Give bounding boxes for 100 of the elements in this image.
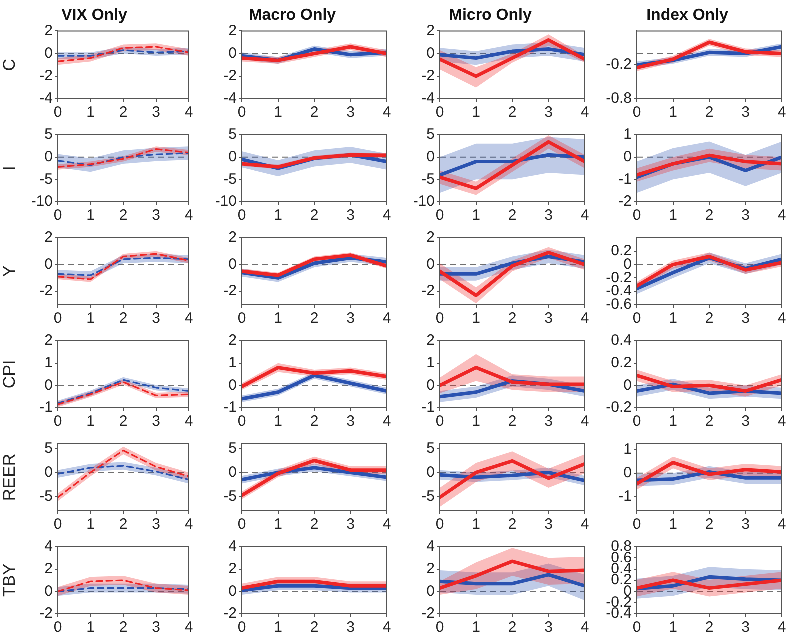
y-tick-label: 0 [44,376,53,394]
x-tick-label: 4 [184,516,194,534]
y-tick-label: 0 [426,376,434,394]
x-tick-label: 4 [382,619,391,636]
x-tick-label: 1 [669,619,678,636]
x-tick-label: 4 [184,207,194,224]
y-tick-label: 0 [426,44,434,62]
y-tick-label: 2 [44,22,53,40]
y-tick-label: -1 [618,488,632,506]
y-tick-label: 5 [44,126,53,144]
x-tick-label: 3 [544,413,552,430]
y-axis-title: TBY [0,564,19,598]
y-tick-label: -0.2 [606,56,632,74]
x-tick-label: 2 [310,207,318,224]
x-tick-label: 1 [274,413,282,430]
x-tick-label: 2 [508,104,516,122]
x-tick-label: 3 [346,516,355,534]
y-tick-label: 5 [44,440,53,457]
x-tick-label: 1 [86,310,95,328]
y-tick-label: 0 [44,582,53,600]
x-tick-label: 3 [346,413,355,430]
x-tick-label: 2 [119,310,128,328]
y-tick-label: 2 [44,560,53,578]
y-tick-label: 1 [624,126,632,144]
x-tick-label: 3 [742,516,750,534]
chart-title: Macro Only [248,7,336,24]
y-tick-label: 0 [624,148,632,166]
y-tick-label: 2 [228,560,237,578]
x-tick-label: 4 [580,619,589,636]
y-axis-title: C [0,58,19,72]
y-tick-label: 0 [228,376,237,394]
x-tick-label: 2 [706,104,714,122]
x-tick-label: 2 [508,207,516,224]
x-tick-label: 4 [580,413,589,430]
x-tick-label: 4 [580,516,589,534]
x-tick-label: 4 [778,207,786,224]
x-tick-label: 1 [669,310,678,328]
x-tick-label: 4 [778,413,786,430]
y-tick-label: -4 [40,90,53,108]
y-tick-label: -5 [421,488,434,505]
y-tick-label: -5 [40,170,53,188]
x-tick-label: 4 [580,310,589,328]
y-tick-label: -2 [421,282,434,300]
y-tick-label: 2 [426,560,434,578]
x-tick-label: 3 [346,207,355,224]
y-tick-label: -4 [421,90,434,108]
x-tick-label: 1 [274,104,282,122]
y-tick-label: 0 [624,464,632,482]
y-tick-label: -2 [40,282,53,300]
y-tick-label: -2 [40,605,53,622]
x-tick-label: 1 [274,619,282,636]
x-tick-label: 4 [382,207,391,224]
y-tick-label: -2 [223,68,237,85]
y-axis-title: CPI [0,360,19,389]
y-tick-label: -10 [215,193,237,210]
y-tick-label: 1 [228,354,237,372]
y-tick-label: 1 [624,441,632,458]
y-tick-label: 5 [228,126,237,144]
y-tick-label: 1 [426,354,434,372]
x-tick-label: 1 [86,413,95,430]
y-tick-label: 0 [426,582,434,600]
x-tick-label: 3 [544,310,552,328]
y-tick-label: 2 [426,229,434,246]
y-tick-label: 0 [44,256,53,273]
x-tick-label: 4 [382,310,391,328]
y-tick-label: -2 [618,193,632,210]
x-tick-label: 3 [742,619,750,636]
x-tick-label: 2 [119,516,128,534]
y-axis-title: I [0,166,19,171]
x-tick-label: 1 [669,413,678,430]
y-tick-label: 2 [44,332,53,350]
x-tick-label: 1 [472,104,480,122]
y-tick-label: -5 [223,488,237,505]
x-tick-label: 4 [382,104,391,122]
y-tick-label: -2 [40,68,53,85]
x-tick-label: 4 [184,413,194,430]
x-tick-label: 2 [310,413,318,430]
y-tick-label: 0 [228,44,237,62]
y-tick-label: 5 [228,440,237,457]
y-tick-label: 2 [426,22,434,40]
x-tick-label: 2 [508,516,516,534]
x-tick-label: 1 [274,207,282,224]
y-tick-label: -10 [31,193,53,210]
x-tick-label: 3 [152,619,160,636]
y-tick-label: -4 [223,90,237,108]
y-tick-label: 0 [426,256,434,273]
x-tick-label: 2 [706,207,714,224]
x-tick-label: 1 [274,516,282,534]
y-tick-label: 0 [426,464,434,481]
y-tick-label: 2 [44,229,53,246]
x-tick-label: 3 [152,310,160,328]
x-tick-label: 4 [382,516,391,534]
y-tick-label: -5 [40,488,53,505]
x-tick-label: 1 [86,104,95,122]
y-tick-label: 0 [228,148,237,166]
y-tick-label: 2 [228,332,237,350]
x-tick-label: 2 [119,413,128,430]
y-tick-label: 0.2 [611,354,632,372]
x-tick-label: 2 [508,619,516,636]
x-tick-label: 1 [86,516,95,534]
